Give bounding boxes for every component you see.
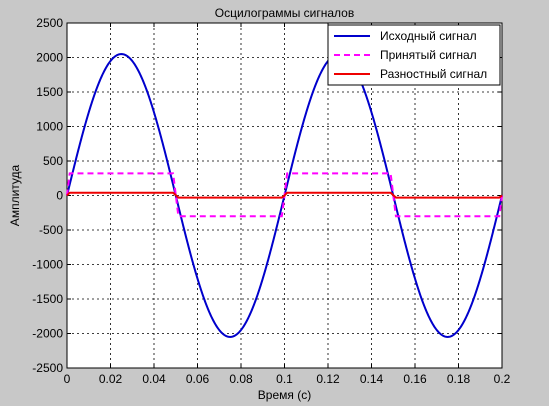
x-tick-label: 0.2 — [494, 372, 511, 386]
y-tick-label: -2500 — [32, 361, 63, 375]
x-tick-label: 0.12 — [316, 372, 340, 386]
y-tick-label: 1500 — [36, 85, 63, 99]
x-tick-label: 0.04 — [142, 372, 166, 386]
series-lines — [66, 53, 503, 338]
x-tick-label: 0.1 — [276, 372, 293, 386]
y-axis-ticks: -2500 -2000 -1500 -1000 -500 0 500 1000 1500 2000… — [32, 16, 502, 375]
y-tick-label: 2000 — [36, 51, 63, 65]
x-axis-ticks: 0 0.02 0.04 0.06 0.08 0.1 0.12 0.14 0.16 0.18 0.2 — [64, 23, 511, 386]
y-tick-label: -1000 — [32, 258, 63, 272]
y-tick-label: 500 — [43, 154, 63, 168]
legend-entry-1: Исходный сигнал — [380, 29, 477, 43]
legend-entry-3: Разностный сигнал — [380, 67, 487, 81]
y-tick-label: 2500 — [36, 16, 63, 30]
y-tick-label: 1000 — [36, 120, 63, 134]
legend: Исходный сигнал Принятый сигнал Разностный… — [327, 24, 501, 86]
legend-entry-2: Принятый сигнал — [380, 48, 477, 62]
x-tick-label: 0.18 — [447, 372, 471, 386]
x-tick-label: 0.02 — [99, 372, 123, 386]
x-tick-label: 0.14 — [360, 372, 384, 386]
y-tick-label: -500 — [39, 223, 63, 237]
y-tick-label: -2000 — [32, 327, 63, 341]
x-tick-label: 0.16 — [403, 372, 427, 386]
x-axis-label: Время (с) — [258, 388, 311, 402]
y-axis-label: Амплитуда — [8, 164, 22, 226]
x-tick-label: 0.08 — [229, 372, 253, 386]
chart-title: Осцилограммы сигналов — [215, 6, 354, 20]
x-tick-label: 0.06 — [186, 372, 210, 386]
series-line-3 — [66, 191, 503, 199]
x-tick-label: 0 — [64, 372, 71, 386]
y-tick-label: -1500 — [32, 292, 63, 306]
y-tick-label: 0 — [56, 189, 63, 203]
